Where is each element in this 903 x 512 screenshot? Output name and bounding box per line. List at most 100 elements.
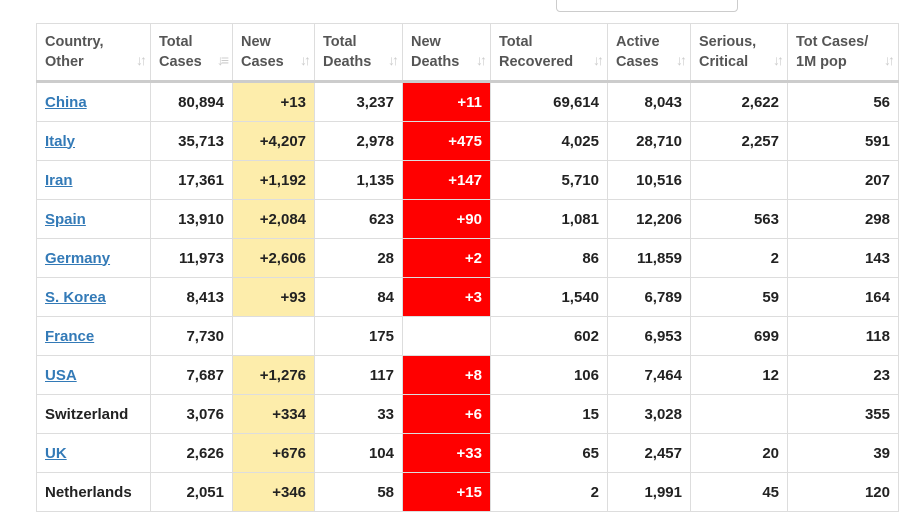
country-link[interactable]: Spain	[45, 210, 86, 228]
data-cell: 2	[490, 472, 608, 512]
sort-icon[interactable]: ↓↑	[676, 52, 687, 68]
data-cell	[232, 316, 315, 356]
country-link[interactable]: Iran	[45, 171, 73, 189]
data-cell: 2	[690, 238, 788, 278]
data-cell: 355	[787, 394, 899, 434]
column-header[interactable]: Total Recovered ↓↑	[490, 23, 608, 83]
column-header[interactable]: Total Deaths ↓↑	[314, 23, 403, 83]
data-cell: 8,043	[607, 81, 691, 122]
data-cell: 10,516	[607, 160, 691, 200]
table-row: Italy 35,713 +4,207 2,978 +475 4,025 28,710 2,2…	[36, 121, 899, 161]
data-cell: 2,457	[607, 433, 691, 473]
data-cell: 3,028	[607, 394, 691, 434]
data-cell: 7,464	[607, 355, 691, 395]
data-cell	[690, 394, 788, 434]
data-cell: 120	[787, 472, 899, 512]
data-cell: +1,192	[232, 160, 315, 200]
data-cell: +8	[402, 355, 491, 395]
data-cell: 591	[787, 121, 899, 161]
data-cell: 59	[690, 277, 788, 317]
data-cell: 56	[787, 81, 899, 122]
search-input[interactable]	[556, 0, 738, 12]
data-cell: 2,622	[690, 81, 788, 122]
header-label: Total Recovered	[499, 34, 574, 70]
data-cell: +1,276	[232, 355, 315, 395]
data-cell: 2,051	[150, 472, 233, 512]
data-cell: 20	[690, 433, 788, 473]
data-cell	[690, 160, 788, 200]
sort-icon[interactable]: ↓↑	[593, 52, 604, 68]
sort-icon[interactable]: ↓≡	[216, 52, 229, 68]
sort-icon[interactable]: ↓↑	[388, 52, 399, 68]
data-cell: 143	[787, 238, 899, 278]
data-cell: 1,991	[607, 472, 691, 512]
data-cell: 15	[490, 394, 608, 434]
data-cell: 84	[314, 277, 403, 317]
data-cell: 104	[314, 433, 403, 473]
sort-icon[interactable]: ↓↑	[136, 52, 147, 68]
data-cell: +2	[402, 238, 491, 278]
data-cell: 164	[787, 277, 899, 317]
data-cell: 2,978	[314, 121, 403, 161]
header-label: Tot Cases/ 1M pop	[796, 34, 869, 70]
country-link[interactable]: France	[45, 327, 95, 345]
country-cell: China	[36, 81, 151, 122]
table-row: USA 7,687 +1,276 117 +8 106 7,464 12 23	[36, 355, 899, 395]
country-link[interactable]: China	[45, 93, 87, 111]
header-label: Active Cases	[616, 34, 660, 70]
column-header[interactable]: Serious, Critical ↓↑	[690, 23, 788, 83]
data-cell: 1,081	[490, 199, 608, 239]
data-cell: 1,135	[314, 160, 403, 200]
table-row: Germany 11,973 +2,606 28 +2 86 11,859 2 143	[36, 238, 899, 278]
country-link[interactable]: USA	[45, 366, 77, 384]
country-cell: UK	[36, 433, 151, 473]
column-header[interactable]: Tot Cases/ 1M pop ↓↑	[787, 23, 899, 83]
country-link[interactable]: S. Korea	[45, 288, 106, 306]
data-cell: 6,953	[607, 316, 691, 356]
header-label: New Cases	[241, 34, 284, 70]
data-cell: 1,540	[490, 277, 608, 317]
sort-icon[interactable]: ↓↑	[476, 52, 487, 68]
data-cell: 3,237	[314, 81, 403, 122]
data-cell: 2,626	[150, 433, 233, 473]
data-cell: 69,614	[490, 81, 608, 122]
data-cell: 6,789	[607, 277, 691, 317]
column-header[interactable]: New Cases ↓↑	[232, 23, 315, 83]
country-link[interactable]: Italy	[45, 132, 76, 150]
data-cell: 45	[690, 472, 788, 512]
data-cell: 118	[787, 316, 899, 356]
data-cell: 80,894	[150, 81, 233, 122]
data-cell	[402, 316, 491, 356]
sort-icon[interactable]: ↓↑	[884, 52, 895, 68]
data-cell: 3,076	[150, 394, 233, 434]
country-name: Netherlands	[45, 483, 132, 501]
country-cell: USA	[36, 355, 151, 395]
table-row: Netherlands 2,051 +346 58 +15 2 1,991 45 120	[36, 472, 899, 512]
column-header[interactable]: Country, Other ↓↑	[36, 23, 151, 83]
data-cell: 58	[314, 472, 403, 512]
data-cell: +6	[402, 394, 491, 434]
country-name: Switzerland	[45, 405, 129, 423]
header-label: Country, Other	[45, 34, 104, 70]
sort-icon[interactable]: ↓↑	[300, 52, 311, 68]
data-cell: +2,606	[232, 238, 315, 278]
column-header[interactable]: Active Cases ↓↑	[607, 23, 691, 83]
country-cell: Iran	[36, 160, 151, 200]
data-cell: 563	[690, 199, 788, 239]
data-cell: +11	[402, 81, 491, 122]
header-label: Total Cases	[159, 34, 202, 70]
data-cell: +676	[232, 433, 315, 473]
table-row: Spain 13,910 +2,084 623 +90 1,081 12,206 563 298	[36, 199, 899, 239]
column-header[interactable]: Total Cases ↓≡	[150, 23, 233, 83]
country-link[interactable]: Germany	[45, 249, 111, 267]
column-header[interactable]: New Deaths ↓↑	[402, 23, 491, 83]
country-link[interactable]: UK	[45, 444, 67, 462]
data-cell: +475	[402, 121, 491, 161]
data-cell: +90	[402, 199, 491, 239]
sort-icon[interactable]: ↓↑	[773, 52, 784, 68]
country-cell: S. Korea	[36, 277, 151, 317]
header-label: Serious, Critical	[699, 34, 757, 70]
country-cell: Spain	[36, 199, 151, 239]
data-cell: 13,910	[150, 199, 233, 239]
data-cell: +93	[232, 277, 315, 317]
